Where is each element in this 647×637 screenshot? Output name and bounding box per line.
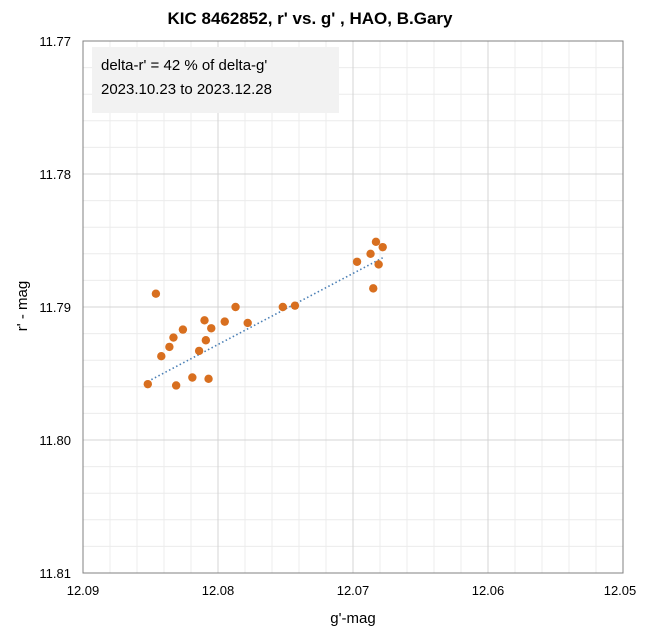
data-point xyxy=(371,237,381,247)
x-axis-label: g'-mag xyxy=(330,610,375,627)
x-tick-label: 12.06 xyxy=(472,583,505,598)
data-point xyxy=(204,374,213,384)
x-tick-label: 12.09 xyxy=(67,583,100,598)
y-axis-label: r' - mag xyxy=(14,281,31,331)
data-point xyxy=(220,317,229,326)
y-tick-label: 11.79 xyxy=(39,300,71,315)
annotation-line-1: delta-r' = 42 % of delta-g' xyxy=(101,57,267,74)
data-point xyxy=(178,325,188,334)
data-point xyxy=(201,336,211,345)
data-point xyxy=(157,352,166,361)
x-tick-label: 12.08 xyxy=(202,583,235,598)
annotation-box: delta-r' = 42 % of delta-g' 2023.10.23 t… xyxy=(92,47,339,113)
chart-title: KIC 8462852, r' vs. g' , HAO, B.Gary xyxy=(168,9,453,28)
y-tick-label: 11.78 xyxy=(39,167,71,182)
trendline xyxy=(147,257,384,383)
data-point xyxy=(151,289,161,298)
data-point xyxy=(352,257,362,266)
data-point xyxy=(243,318,252,328)
y-tick-label: 11.77 xyxy=(39,34,71,49)
trendline-layer xyxy=(147,257,384,383)
y-tick-labels: 11.77 11.78 11.79 11.80 11.81 xyxy=(39,34,71,581)
data-point xyxy=(165,342,174,352)
x-tick-labels: 12.09 12.08 12.07 12.06 12.05 xyxy=(67,583,637,598)
y-tick-label: 11.80 xyxy=(39,433,71,448)
plot-area xyxy=(82,40,624,574)
data-point xyxy=(278,302,287,312)
y-tick-label: 11.81 xyxy=(39,566,71,581)
data-point xyxy=(188,373,197,382)
data-point xyxy=(369,284,378,293)
annotation-line-2: 2023.10.23 to 2023.12.28 xyxy=(101,81,272,98)
x-tick-label: 12.05 xyxy=(604,583,637,598)
data-point xyxy=(200,316,209,325)
data-point xyxy=(374,260,383,269)
annotation-background xyxy=(92,47,339,113)
major-gridlines xyxy=(83,41,623,573)
data-point xyxy=(207,324,216,333)
data-point xyxy=(194,346,204,356)
data-points xyxy=(143,237,387,390)
data-point xyxy=(231,302,240,312)
data-point xyxy=(171,381,181,390)
data-point xyxy=(290,301,300,310)
x-tick-label: 12.07 xyxy=(337,583,370,598)
data-point xyxy=(378,242,387,252)
data-point xyxy=(366,249,375,258)
data-point xyxy=(169,333,178,342)
data-point xyxy=(143,379,152,389)
